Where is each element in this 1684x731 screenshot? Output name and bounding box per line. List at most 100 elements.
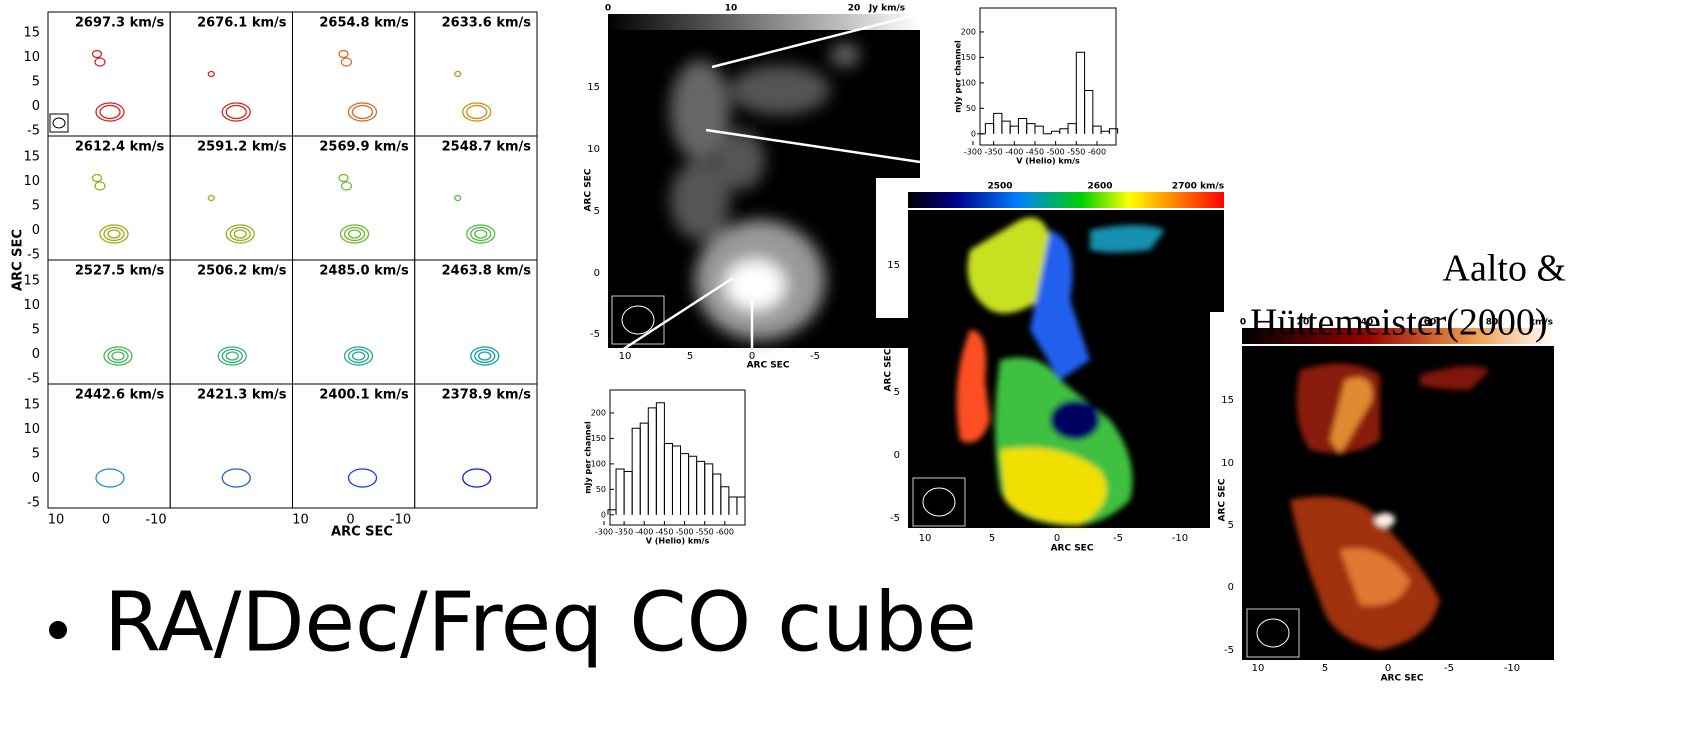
label: 2500 xyxy=(987,182,1012,192)
contour xyxy=(99,224,129,244)
label: 2600 xyxy=(1087,182,1112,192)
contour xyxy=(340,181,353,191)
contour xyxy=(454,194,462,202)
label: -450 xyxy=(655,528,673,537)
label: 10 xyxy=(887,323,900,334)
label: 5 xyxy=(32,323,40,338)
panel xyxy=(47,259,171,385)
beam-box xyxy=(611,295,665,345)
contour xyxy=(454,70,462,78)
citation: Aalto & xyxy=(1443,248,1566,290)
label: 0 xyxy=(32,99,40,114)
label: -600 xyxy=(716,528,734,537)
label: 20 xyxy=(1297,318,1310,328)
label: 0 xyxy=(971,129,976,138)
contour xyxy=(347,348,370,364)
contour xyxy=(339,224,370,244)
label: -400 xyxy=(635,528,653,537)
label: -5 xyxy=(810,351,820,362)
beam-box xyxy=(912,477,966,527)
contour xyxy=(347,102,378,122)
contour xyxy=(338,173,349,183)
label: 2612.4 km/s xyxy=(75,140,165,155)
contour xyxy=(225,224,255,244)
contour xyxy=(225,104,247,120)
label: 15 xyxy=(587,82,600,93)
label: ARC SEC xyxy=(584,168,594,211)
label: 0 xyxy=(894,450,900,461)
histogram-bar xyxy=(1092,125,1102,134)
label: Jy km/s xyxy=(868,4,905,14)
label: ARC SEC xyxy=(11,229,26,291)
colorbar xyxy=(1242,328,1554,344)
label: 0 xyxy=(1240,318,1246,328)
label: -600 xyxy=(1088,148,1106,157)
label: 0 xyxy=(605,4,611,14)
label: ARC SEC xyxy=(1051,544,1094,554)
label: 2591.2 km/s xyxy=(197,140,287,155)
label: ARC SEC xyxy=(884,348,894,391)
contour xyxy=(221,348,243,364)
label: ARC SEC xyxy=(1381,674,1424,684)
label: 2527.5 km/s xyxy=(75,264,165,279)
label: ARC SEC xyxy=(747,361,790,371)
plot-frame xyxy=(609,389,746,526)
contour xyxy=(347,468,378,488)
label: 150 xyxy=(591,434,606,443)
label: 2378.9 km/s xyxy=(442,388,532,403)
label: 2485.0 km/s xyxy=(319,264,409,279)
panel xyxy=(169,11,293,137)
bullet-dot xyxy=(49,621,67,639)
label: -500 xyxy=(1047,148,1065,157)
label: 0 xyxy=(32,347,40,362)
label: 10 xyxy=(587,144,600,155)
label: 0 xyxy=(32,223,40,238)
label: -5 xyxy=(890,513,900,524)
beam xyxy=(52,117,66,129)
panel xyxy=(169,383,293,509)
label: 5 xyxy=(989,533,995,544)
heat-map xyxy=(1242,328,1554,660)
contour xyxy=(103,346,133,366)
contour xyxy=(95,468,125,488)
label: mJy per channel xyxy=(584,421,593,494)
beam-box xyxy=(49,113,69,133)
label: 10 xyxy=(23,422,40,437)
panel xyxy=(47,383,171,509)
emission xyxy=(956,217,1165,526)
label: 2633.6 km/s xyxy=(442,16,532,31)
label: 5 xyxy=(32,447,40,462)
contour xyxy=(94,181,106,191)
label: 10 xyxy=(23,174,40,189)
label: -5 xyxy=(1444,663,1454,674)
contour xyxy=(229,226,251,242)
label: 2463.8 km/s xyxy=(442,264,532,279)
bullet-text: RA/Dec/Freq CO cube xyxy=(104,575,977,670)
label: 10 xyxy=(725,4,738,14)
label: 100 xyxy=(961,78,976,87)
label: 50 xyxy=(966,104,976,113)
label: -5 xyxy=(590,329,600,340)
label: 10 xyxy=(292,513,309,528)
contour xyxy=(221,102,251,122)
contour xyxy=(478,351,492,361)
histogram-bar xyxy=(1034,125,1044,134)
label: 2400.1 km/s xyxy=(319,388,409,403)
velocity-map xyxy=(876,178,1236,528)
label: 5 xyxy=(32,199,40,214)
label: 15 xyxy=(23,150,40,165)
contour xyxy=(474,348,496,364)
histogram-bar xyxy=(1108,128,1119,134)
label: -500 xyxy=(675,528,693,537)
label: 80 xyxy=(1486,318,1499,328)
contour xyxy=(343,346,374,366)
contour xyxy=(470,346,500,366)
contour xyxy=(470,226,492,242)
contour xyxy=(94,57,106,67)
contour xyxy=(347,229,362,239)
intensity-map xyxy=(608,12,921,352)
label: -5 xyxy=(1113,533,1123,544)
panel xyxy=(47,135,171,261)
label: -300 xyxy=(964,148,982,157)
label: -350 xyxy=(615,528,633,537)
